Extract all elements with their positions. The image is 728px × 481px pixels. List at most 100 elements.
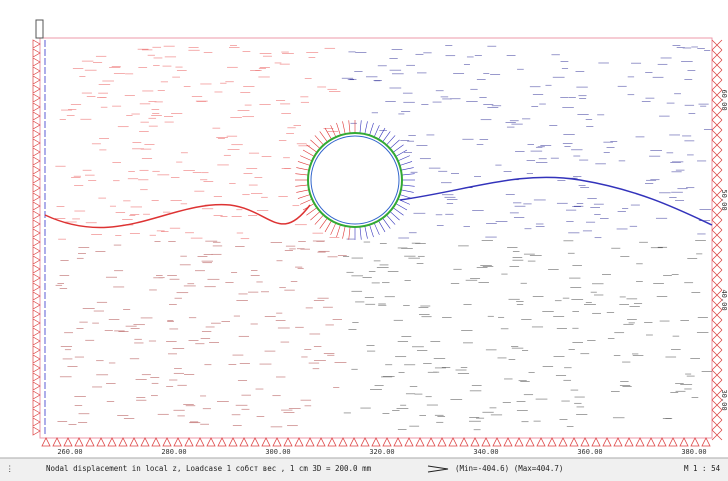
support <box>41 437 51 447</box>
support <box>711 119 723 131</box>
y-label: 50.00 <box>720 189 728 210</box>
vector <box>296 189 310 193</box>
support <box>547 437 557 447</box>
support <box>711 59 723 71</box>
vector <box>302 149 315 157</box>
support <box>536 437 546 447</box>
support <box>711 189 723 201</box>
support <box>711 249 723 261</box>
support <box>32 309 41 319</box>
support <box>32 372 41 382</box>
support <box>32 165 41 175</box>
support <box>32 84 41 94</box>
support <box>711 79 723 91</box>
support <box>711 329 723 341</box>
support <box>624 437 634 447</box>
x-label: 260.00 <box>57 448 82 456</box>
support <box>32 120 41 130</box>
support <box>32 219 41 229</box>
support <box>32 210 41 220</box>
support <box>711 399 723 411</box>
support <box>173 437 183 447</box>
support <box>459 437 469 447</box>
vector <box>296 167 310 171</box>
vector <box>389 211 400 221</box>
support <box>162 437 172 447</box>
support <box>711 99 723 111</box>
support <box>32 426 41 436</box>
support <box>32 237 41 247</box>
y-label: 40.00 <box>720 289 728 310</box>
support <box>349 437 359 447</box>
support <box>316 437 326 447</box>
x-label: 380.00 <box>681 448 706 456</box>
support <box>32 318 41 328</box>
node-marker <box>35 19 44 39</box>
model-graphics <box>32 39 723 447</box>
support <box>711 339 723 351</box>
support <box>32 111 41 121</box>
vector <box>310 139 321 149</box>
vector <box>378 127 386 140</box>
support <box>32 174 41 184</box>
axis-labels: 260.00 280.00 300.00 320.00 340.00 360.00 380.… <box>57 89 728 456</box>
support <box>294 437 304 447</box>
support <box>690 437 700 447</box>
support <box>591 437 601 447</box>
support <box>711 309 723 321</box>
vector <box>364 121 368 135</box>
vector <box>300 155 313 162</box>
vector <box>386 135 396 146</box>
vector <box>359 120 362 134</box>
y-label: 30.00 <box>720 389 728 410</box>
support <box>448 437 458 447</box>
vector <box>348 120 351 134</box>
support <box>711 289 723 301</box>
support <box>32 363 41 373</box>
vector <box>392 207 404 216</box>
support <box>32 57 41 67</box>
support <box>711 49 723 61</box>
support <box>107 437 117 447</box>
vector <box>306 144 318 153</box>
vector <box>395 149 408 157</box>
support <box>184 437 194 447</box>
support <box>503 437 513 447</box>
vector <box>348 226 351 240</box>
support <box>360 437 370 447</box>
y-label: 60.00 <box>720 89 728 110</box>
support <box>657 437 667 447</box>
vector <box>306 207 318 216</box>
vector <box>382 217 391 229</box>
support <box>195 437 205 447</box>
support <box>63 437 73 447</box>
support <box>32 228 41 238</box>
support <box>32 93 41 103</box>
support <box>711 389 723 401</box>
support <box>283 437 293 447</box>
support <box>711 419 723 431</box>
support <box>327 437 337 447</box>
support <box>32 39 41 49</box>
vector <box>297 194 311 199</box>
support <box>32 336 41 346</box>
support <box>32 273 41 283</box>
support <box>85 437 95 447</box>
support <box>272 437 282 447</box>
support <box>679 437 689 447</box>
support <box>711 209 723 221</box>
support <box>711 89 723 101</box>
support <box>711 259 723 271</box>
support <box>32 381 41 391</box>
vector <box>330 125 337 138</box>
canvas <box>0 0 728 458</box>
support <box>371 437 381 447</box>
support <box>711 149 723 161</box>
support <box>711 269 723 281</box>
vector <box>395 203 408 211</box>
support <box>338 437 348 447</box>
support <box>711 319 723 331</box>
support <box>711 219 723 231</box>
vector <box>386 214 396 225</box>
